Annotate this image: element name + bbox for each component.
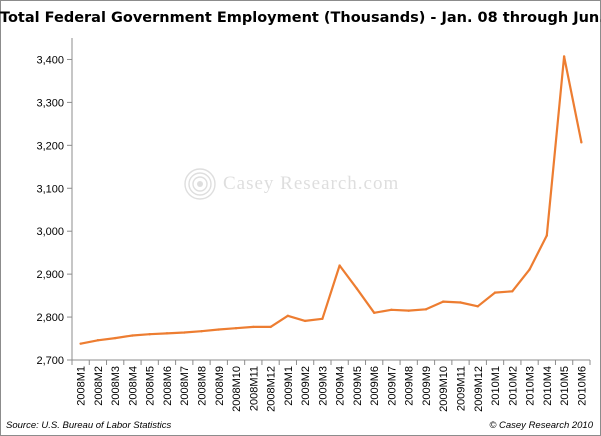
y-tick-label: 3,100 [36, 183, 64, 195]
series-layer [79, 55, 583, 345]
x-tick-label: 2008M8 [197, 366, 209, 406]
x-tick-label: 2009M4 [335, 366, 347, 406]
data-point [372, 311, 376, 314]
source-note: Source: U.S. Bureau of Labor Statistics [6, 420, 172, 431]
x-tick-label: 2008M11 [248, 366, 260, 411]
x-tick-label: 2009M11 [456, 366, 468, 411]
x-tick-label: 2008M10 [231, 366, 243, 412]
data-point [390, 308, 393, 311]
data-point [580, 141, 583, 144]
x-tick-label: 2009M3 [317, 366, 329, 406]
x-tick-label: 2009M6 [369, 366, 381, 406]
x-tick-label: 2010M1 [490, 366, 502, 406]
y-tick-label: 3,400 [36, 54, 64, 66]
y-tick-label: 3,000 [36, 226, 64, 238]
y-tick-label: 2,800 [36, 312, 64, 324]
data-point [424, 308, 428, 311]
x-tick-label: 2008M1 [76, 366, 88, 406]
data-point [355, 287, 359, 290]
x-tick-label: 2010M4 [542, 366, 554, 406]
x-tick-label: 2008M6 [162, 366, 174, 406]
data-point [303, 319, 307, 323]
data-point [545, 234, 549, 237]
data-point [459, 301, 462, 304]
data-point [476, 305, 479, 308]
data-point [113, 336, 117, 340]
x-tick-label: 2010M5 [559, 366, 571, 406]
data-point [217, 328, 220, 331]
x-axis: 2008M1 2008M2 2008M3 2008M4 2008M5 2008M6 2008… [71, 359, 591, 412]
data-point [269, 325, 272, 329]
x-tick-label: 2008M2 [93, 366, 105, 406]
x-tick-label: 2009M2 [300, 366, 312, 406]
copyright-note: © Casey Research 2010 [489, 420, 593, 431]
x-tick-label: 2008M3 [110, 366, 122, 406]
x-tick-label: 2009M10 [438, 366, 450, 412]
chart-title: Total Federal Government Employment (Tho… [0, 10, 601, 26]
data-point [528, 268, 531, 271]
data-point [407, 309, 410, 312]
data-point [96, 339, 100, 342]
series-line [80, 55, 583, 345]
data-point [338, 264, 341, 267]
x-tick-label: 2008M7 [179, 366, 191, 406]
y-tick-label: 2,900 [36, 269, 64, 281]
data-point [165, 332, 169, 335]
data-point [286, 314, 290, 317]
data-point [252, 325, 255, 329]
x-tick-label: 2008M9 [214, 366, 226, 406]
x-tick-label: 2009M8 [404, 366, 416, 406]
data-point [183, 331, 186, 334]
data-point [234, 327, 238, 330]
x-tick-label: 2009M7 [386, 366, 398, 406]
x-tick-label: 2010M6 [576, 366, 588, 406]
x-tick-label: 2010M2 [507, 366, 519, 406]
y-tick-label: 2,700 [36, 355, 64, 367]
x-tick-label: 2008M5 [145, 366, 157, 406]
y-tick-label: 3,300 [36, 97, 64, 109]
x-tick-label: 2009M12 [473, 366, 485, 412]
data-point [562, 55, 566, 58]
data-point [493, 291, 497, 294]
data-point [148, 333, 151, 336]
y-axis: 2,700 2,800 2,900 3,000 3,100 3,200 3,300 3,400 [36, 38, 73, 367]
data-point [200, 330, 203, 333]
x-tick-label: 2009M1 [283, 366, 295, 406]
data-point [442, 300, 445, 303]
data-point [321, 317, 324, 320]
data-point [511, 290, 514, 293]
data-point [79, 342, 82, 345]
x-tick-label: 2009M5 [352, 366, 364, 406]
x-tick-label: 2010M3 [525, 366, 537, 406]
y-tick-label: 3,200 [36, 140, 64, 152]
x-tick-label: 2009M9 [421, 366, 433, 406]
x-tick-label: 2008M4 [127, 366, 139, 406]
x-tick-label: 2008M12 [266, 366, 278, 412]
data-point [131, 334, 134, 337]
